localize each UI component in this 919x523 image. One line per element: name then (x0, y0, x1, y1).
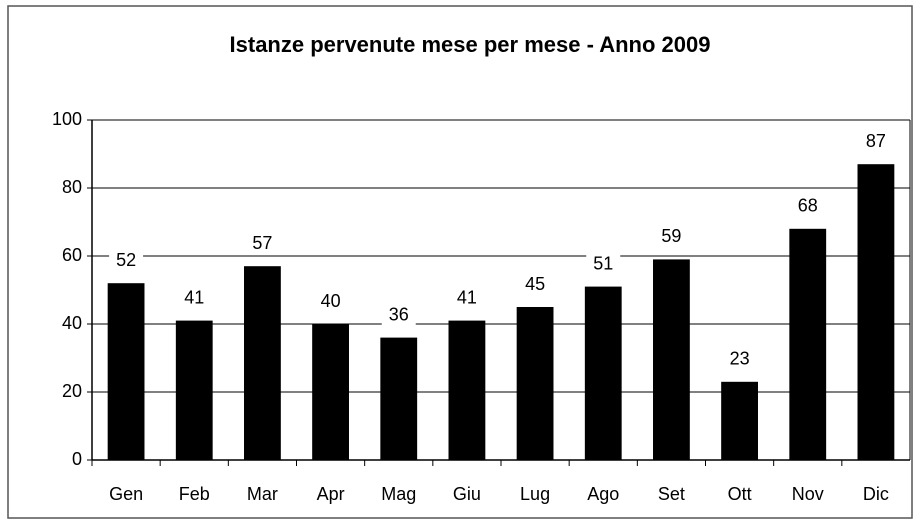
bar (857, 164, 895, 460)
y-tick-label: 60 (62, 245, 82, 265)
x-tick-label: Mag (381, 484, 416, 504)
bar (244, 266, 281, 460)
value-label-bg (177, 286, 212, 309)
y-tick-label: 40 (62, 313, 82, 333)
value-label: 41 (457, 287, 477, 307)
y-tick-label: 0 (72, 449, 82, 469)
x-tick-label: Dic (863, 484, 889, 504)
value-label-bg (790, 194, 825, 217)
value-label-bg (109, 249, 144, 272)
bar (107, 283, 145, 460)
x-tick-label: Nov (792, 484, 824, 504)
value-label-bg (654, 225, 689, 248)
value-label: 59 (661, 226, 681, 246)
value-label-bg (722, 347, 757, 370)
bar (721, 381, 758, 460)
value-label-bg (449, 286, 484, 309)
x-tick-label: Ott (728, 484, 752, 504)
x-tick-label: Gen (109, 484, 143, 504)
x-tick-label: Mar (247, 484, 278, 504)
bar (448, 320, 486, 460)
chart-title: Istanze pervenute mese per mese - Anno 2… (230, 32, 711, 57)
value-label: 68 (798, 196, 818, 216)
bar (584, 286, 622, 460)
x-tick-label: Set (658, 484, 685, 504)
value-label: 45 (525, 274, 545, 294)
bar (175, 320, 213, 460)
value-label: 36 (389, 304, 409, 324)
x-tick-label: Feb (179, 484, 210, 504)
value-label-bg (245, 232, 280, 255)
value-label-bg (586, 252, 621, 275)
bar (789, 228, 827, 460)
value-label: 52 (116, 250, 136, 270)
value-label-bg (858, 130, 893, 153)
x-tick-label: Lug (520, 484, 550, 504)
bar (312, 324, 349, 460)
bar (380, 337, 418, 460)
value-label: 41 (184, 287, 204, 307)
value-label-bg (313, 290, 348, 312)
x-tick-label: Ago (587, 484, 619, 504)
y-tick-label: 20 (62, 381, 82, 401)
value-label: 23 (730, 349, 750, 369)
bar (653, 259, 690, 460)
x-tick-label: Apr (317, 484, 345, 504)
y-tick-label: 100 (52, 109, 82, 129)
value-label: 87 (866, 131, 886, 151)
value-label-bg (381, 303, 416, 326)
value-label: 51 (593, 253, 613, 273)
x-tick-label: Giu (453, 484, 481, 504)
value-label: 40 (321, 291, 341, 311)
y-tick-label: 80 (62, 177, 82, 197)
value-label: 57 (252, 233, 272, 253)
value-label-bg (518, 273, 553, 295)
bar (516, 307, 554, 460)
